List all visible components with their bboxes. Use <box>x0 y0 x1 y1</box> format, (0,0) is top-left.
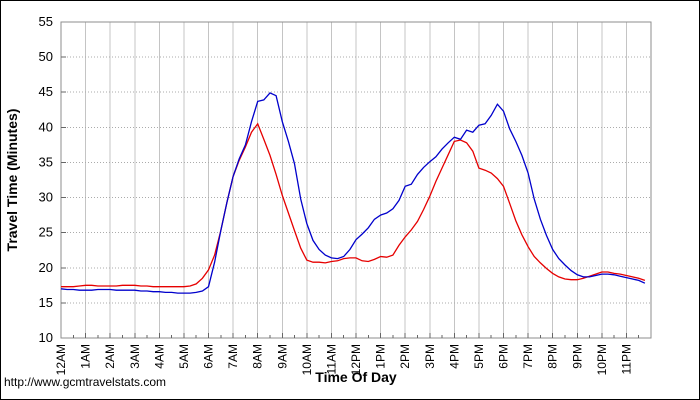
horizontal-gridlines <box>61 56 651 304</box>
x-tick-label: 8PM <box>546 344 560 369</box>
y-tick-label: 45 <box>39 84 53 99</box>
watermark-url: http://www.gcmtravelstats.com <box>4 375 166 389</box>
x-tick-label: 3AM <box>128 344 142 369</box>
x-tick-label: 12AM <box>54 344 68 375</box>
axis-ticks <box>61 56 640 338</box>
y-tick-label: 30 <box>39 190 53 205</box>
x-tick-label: 8AM <box>251 344 265 369</box>
x-tick-label: 10PM <box>595 344 609 375</box>
y-tick-label: 40 <box>39 119 53 134</box>
x-axis-tick-labels: 12AM 1AM 2AM 3AM 4AM 5AM 6AM 7AM 8AM 9AM 10AM 11AM 1… <box>54 344 633 375</box>
x-tick-label: 12PM <box>349 344 363 375</box>
x-tick-label: 1PM <box>374 344 388 369</box>
x-tick-label: 9AM <box>275 344 289 369</box>
x-tick-label: 1AM <box>79 344 93 369</box>
y-tick-label: 50 <box>39 49 53 64</box>
x-tick-label: 5PM <box>472 344 486 369</box>
y-axis-title: Travel Time (Minutes) <box>4 109 20 252</box>
x-tick-label: 3PM <box>423 344 437 369</box>
blue-line <box>60 92 646 294</box>
y-tick-label: 20 <box>39 260 53 275</box>
x-tick-label: 6PM <box>497 344 511 369</box>
y-tick-label: 55 <box>39 14 53 29</box>
x-tick-label: 7AM <box>226 344 240 369</box>
x-tick-label: 5AM <box>177 344 191 369</box>
x-tick-label: 4PM <box>447 344 461 369</box>
x-tick-label: 11PM <box>619 344 633 374</box>
x-tick-label: 2AM <box>103 344 117 369</box>
y-tick-label: 10 <box>39 330 53 345</box>
y-tick-label: 35 <box>39 154 53 169</box>
x-axis-title: Time Of Day <box>315 369 397 385</box>
x-tick-label: 9PM <box>570 344 584 369</box>
x-tick-label: 11AM <box>324 344 338 374</box>
y-tick-label: 15 <box>39 295 53 310</box>
series-lines <box>60 92 646 294</box>
red-line <box>61 122 646 288</box>
x-tick-label: 6AM <box>202 344 216 369</box>
vertical-gridlines <box>85 22 627 338</box>
y-tick-label: 25 <box>39 225 53 240</box>
y-axis-tick-labels: 10 15 20 25 30 35 40 45 50 55 <box>39 14 53 345</box>
x-tick-label: 2PM <box>398 344 412 369</box>
x-tick-label: 10AM <box>300 344 314 375</box>
x-tick-label: 7PM <box>521 344 535 369</box>
x-tick-label: 4AM <box>152 344 166 369</box>
